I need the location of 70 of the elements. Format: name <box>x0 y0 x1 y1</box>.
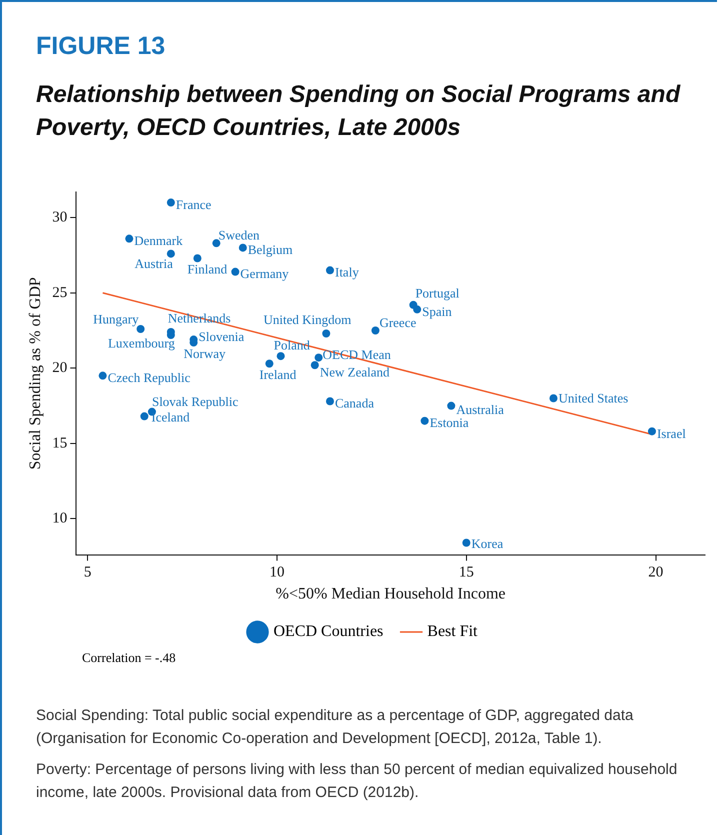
annotation: Ireland <box>259 367 297 382</box>
annotation: Belgium <box>248 242 293 258</box>
point <box>238 244 247 252</box>
annotation: Greece <box>379 314 416 330</box>
y-axis-title: Social Spending as % of GDP <box>26 277 44 470</box>
point <box>136 324 145 333</box>
point <box>231 268 240 276</box>
annotation: Slovak Republic <box>152 394 238 410</box>
annotation: Germany <box>240 266 290 282</box>
point <box>193 254 202 262</box>
annotation: Poland <box>274 338 310 353</box>
annotation: Denmark <box>134 233 184 248</box>
annotation: Korea <box>471 536 504 552</box>
annotation: Australia <box>456 402 504 418</box>
annotation: Hungary <box>93 311 140 326</box>
point <box>447 402 456 410</box>
legend-label: Best Fit <box>427 623 478 640</box>
point <box>462 538 470 547</box>
annotation: Estonia <box>430 415 469 430</box>
annotation: Finland <box>187 262 228 277</box>
point <box>265 360 274 368</box>
annotation: Iceland <box>151 410 190 425</box>
x-tick-label: 5 <box>84 564 92 581</box>
point <box>125 234 134 243</box>
annotation: Czech Republic <box>108 370 191 386</box>
annotation: Italy <box>334 264 360 280</box>
point <box>166 198 175 207</box>
annotation: Sweden <box>218 228 260 243</box>
annotation: Norway <box>184 346 226 361</box>
annotation: France <box>176 196 212 212</box>
annotation: Canada <box>334 396 374 411</box>
point <box>276 352 285 360</box>
chart-title: FIGURE 13 <box>36 32 166 61</box>
point <box>314 354 323 362</box>
text: Social Spending: Total public social expenditure as a percentage of GDP, aggregated data (Organisation for Economic Co-operation and Development [OECD], 2012a, Table 1). <box>36 706 634 749</box>
point <box>420 416 429 425</box>
text: Correlation = -.48 <box>82 650 177 666</box>
point <box>98 372 107 380</box>
x-tick-label: 20 <box>648 564 664 581</box>
annotation: New Zealand <box>320 364 390 380</box>
point <box>549 394 558 402</box>
chart-subtitle: Relationship between Spending on Social Programs and Poverty, OECD Countries, Late 2000s <box>36 80 682 143</box>
y-tick-label: 20 <box>52 360 68 376</box>
point <box>326 266 334 274</box>
annotation: Spain <box>422 304 452 319</box>
y-tick-label: 15 <box>52 435 68 452</box>
point <box>212 239 220 248</box>
point <box>648 427 656 436</box>
point <box>166 250 175 258</box>
x-tick-label: 10 <box>269 564 284 581</box>
annotation: Luxembourg <box>108 335 176 350</box>
y-tick-label: 10 <box>52 510 68 527</box>
annotation: Portugal <box>415 285 460 300</box>
annotation: Austria <box>134 256 174 272</box>
y-tick-label: 30 <box>52 210 68 226</box>
point <box>413 305 422 314</box>
annotation: United Kingdom <box>263 312 352 327</box>
annotation: Slovenia <box>198 328 244 344</box>
point <box>140 412 148 420</box>
y-tick-label: 25 <box>52 284 68 301</box>
point <box>310 361 319 370</box>
x-tick-label: 15 <box>458 564 474 581</box>
annotation: Israel <box>656 426 686 441</box>
point <box>326 397 334 406</box>
point <box>371 326 380 334</box>
text: Poverty: Percentage of persons living with less than 50 percent of median equivalized household income, late 2000s. Provisional data from OECD (2012b). <box>36 760 678 803</box>
legend-label: OECD Countries <box>273 623 384 640</box>
x-axis-title: %<50% Median Household Income <box>276 586 506 603</box>
annotation: United States <box>558 390 628 406</box>
point <box>322 330 330 338</box>
